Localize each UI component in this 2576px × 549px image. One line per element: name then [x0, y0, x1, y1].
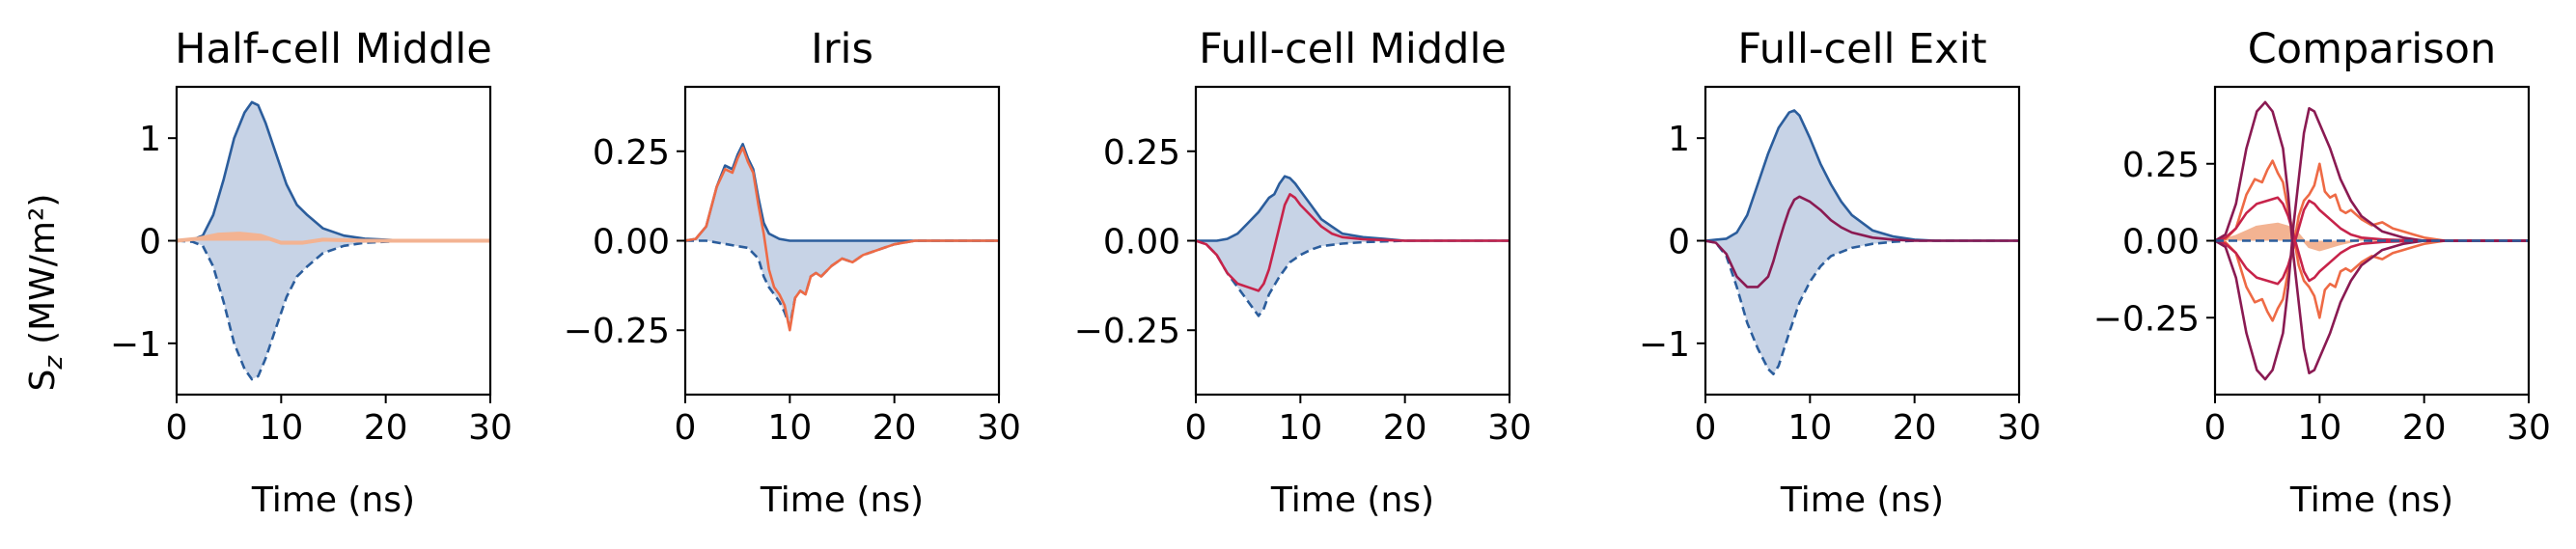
y-axis-label-unit: (MW/m²) [23, 194, 63, 344]
panel-2: 0 10 20 30 −0.25 0.00 0.25 Iris Time (ns) [564, 25, 1021, 520]
series-line-iris [2215, 159, 2529, 319]
series-line-full-cell-middle-mirror [2215, 196, 2529, 283]
x-tick-label: 30 [1487, 408, 1532, 448]
series-line-net [1705, 195, 2019, 288]
x-axis-label: Time (ns) [251, 480, 415, 520]
x-tick-label: 0 [675, 408, 697, 448]
x-tick-label: 10 [1278, 408, 1322, 448]
y-tick-label: 0.00 [2122, 223, 2200, 262]
series-line-full-cell-middle [2215, 199, 2529, 286]
x-axis-label: Time (ns) [760, 480, 924, 520]
panel-title: Comparison [2248, 25, 2496, 73]
series-line-net [685, 146, 999, 332]
series-line-negative [177, 239, 490, 381]
y-tick-label: −0.25 [2093, 299, 2200, 339]
plot-area [685, 143, 999, 332]
envelope-fill [1705, 110, 2019, 374]
y-axis-label-subscript: z [40, 355, 69, 371]
y-tick-label: 0.25 [593, 133, 670, 173]
envelope-fill [1196, 176, 1510, 316]
x-tick-label: 30 [977, 408, 1021, 448]
x-tick-label: 10 [259, 408, 303, 448]
panel-title: Full-cell Middle [1199, 25, 1507, 73]
panel-1: 0 10 20 30 −1 0 1 Half-cell Middle Time (ns) [110, 25, 512, 520]
y-tick-label: −0.25 [1074, 312, 1180, 351]
x-tick-label: 30 [1997, 408, 2041, 448]
x-tick-label: 0 [2204, 408, 2227, 448]
y-tick-label: 0.00 [1103, 223, 1180, 262]
x-tick-label: 10 [2297, 408, 2341, 448]
x-tick-label: 30 [468, 408, 512, 448]
series-line-positive [1705, 109, 2019, 242]
x-tick-label: 0 [1695, 408, 1717, 448]
x-tick-label: 0 [166, 408, 188, 448]
panel-5: 0 10 20 30 −0.25 0.00 0.25 Comparison Time (ns) [2093, 25, 2551, 520]
x-tick-label: 10 [767, 408, 812, 448]
plot-area [177, 100, 490, 381]
y-axis-label-main: S [23, 370, 63, 392]
y-tick-label: 0.00 [593, 223, 670, 262]
y-tick-label: 1 [1668, 120, 1690, 159]
y-axis-label: Sz (MW/m²) [23, 194, 69, 392]
y-tick-label: 0.25 [1103, 133, 1180, 173]
series-line-full-cell-exit-mirror [2215, 100, 2529, 374]
series-line-negative [1196, 239, 1510, 317]
x-axis-label: Time (ns) [1780, 480, 1944, 520]
x-tick-label: 10 [1787, 408, 1832, 448]
x-tick-label: 20 [1893, 408, 1937, 448]
panel-title: Full-cell Exit [1737, 25, 1986, 73]
x-tick-label: 0 [1185, 408, 1207, 448]
envelope-fill [685, 144, 999, 327]
plot-area [1196, 175, 1510, 317]
series-fill-half-cell [2215, 224, 2529, 251]
panel-title: Half-cell Middle [175, 25, 492, 73]
x-tick-label: 20 [1383, 408, 1427, 448]
plot-area [2215, 100, 2529, 381]
series-line-net [177, 232, 490, 245]
x-tick-label: 20 [364, 408, 408, 448]
x-axis-label: Time (ns) [1270, 480, 1434, 520]
y-tick-label: −1 [110, 325, 161, 365]
y-tick-label: 1 [139, 120, 161, 159]
y-tick-label: 0.25 [2122, 146, 2200, 185]
series-line-positive [1196, 175, 1510, 242]
series-line-net [1196, 193, 1510, 292]
plot-area [1705, 109, 2019, 375]
series-line-iris-mirror [2215, 162, 2529, 322]
panel-4: 0 10 20 30 −1 0 1 Full-cell Exit Time (ns) [1639, 25, 2041, 520]
y-tick-label: 0 [139, 223, 161, 262]
series-line-full-cell-exit [2215, 107, 2529, 381]
y-tick-label: −0.25 [564, 312, 670, 351]
panel-title: Iris [811, 25, 873, 73]
x-tick-label: 20 [873, 408, 917, 448]
panel-3: 0 10 20 30 −0.25 0.00 0.25 Full-cell Middle Time… [1074, 25, 1532, 520]
x-axis-label: Time (ns) [2289, 480, 2453, 520]
x-tick-label: 30 [2507, 408, 2551, 448]
y-tick-label: 0 [1668, 223, 1690, 262]
x-tick-label: 20 [2402, 408, 2447, 448]
y-tick-label: −1 [1639, 325, 1690, 365]
